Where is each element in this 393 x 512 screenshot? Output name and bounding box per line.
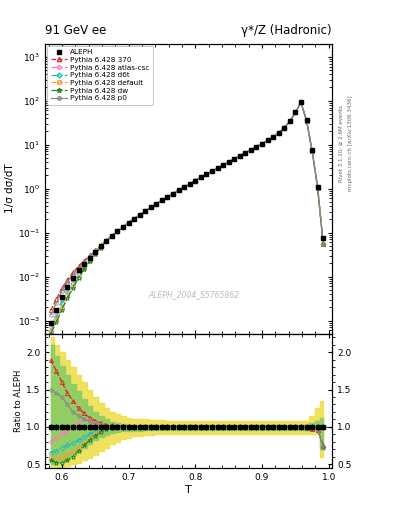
ALEPH — [182, 184, 187, 190]
ALEPH — [288, 118, 292, 124]
ALEPH — [121, 224, 125, 230]
ALEPH — [160, 197, 164, 203]
ALEPH — [115, 228, 120, 234]
ALEPH — [243, 150, 248, 156]
Y-axis label: Ratio to ALEPH: Ratio to ALEPH — [14, 370, 23, 432]
ALEPH — [254, 143, 259, 150]
ALEPH — [265, 137, 270, 143]
ALEPH — [271, 134, 275, 140]
ALEPH — [98, 243, 103, 249]
X-axis label: T: T — [185, 485, 192, 495]
ALEPH — [299, 99, 303, 105]
ALEPH — [59, 294, 64, 300]
ALEPH — [87, 254, 92, 261]
ALEPH — [132, 216, 136, 222]
ALEPH — [237, 153, 242, 159]
ALEPH — [165, 194, 170, 200]
Text: 91 GeV ee: 91 GeV ee — [45, 24, 107, 37]
ALEPH — [48, 319, 53, 326]
ALEPH — [176, 187, 181, 194]
ALEPH — [65, 284, 70, 290]
ALEPH — [310, 147, 314, 153]
ALEPH — [315, 184, 320, 190]
ALEPH — [209, 168, 214, 174]
ALEPH — [221, 162, 226, 168]
ALEPH — [304, 117, 309, 123]
ALEPH — [198, 174, 203, 180]
Legend: ALEPH, Pythia 6.428 370, Pythia 6.428 atlas-csc, Pythia 6.428 d6t, Pythia 6.428 : ALEPH, Pythia 6.428 370, Pythia 6.428 at… — [48, 46, 153, 105]
Line: ALEPH: ALEPH — [49, 100, 325, 325]
ALEPH — [260, 140, 264, 146]
Text: γ*/Z (Hadronic): γ*/Z (Hadronic) — [241, 24, 332, 37]
ALEPH — [293, 110, 298, 116]
ALEPH — [126, 220, 131, 226]
ALEPH — [149, 204, 153, 210]
Y-axis label: 1/σ dσ/dT: 1/σ dσ/dT — [5, 164, 15, 214]
ALEPH — [93, 249, 97, 255]
ALEPH — [215, 165, 220, 171]
ALEPH — [54, 307, 59, 313]
Text: Rivet 3.1.10; ≥ 2.6M events: Rivet 3.1.10; ≥ 2.6M events — [339, 105, 344, 182]
ALEPH — [276, 130, 281, 136]
Text: ALEPH_2004_S5765862: ALEPH_2004_S5765862 — [149, 290, 240, 299]
ALEPH — [154, 201, 159, 207]
ALEPH — [193, 178, 198, 184]
ALEPH — [104, 238, 109, 244]
Text: mcplots.cern.ch [arXiv:1306.3436]: mcplots.cern.ch [arXiv:1306.3436] — [348, 96, 353, 191]
ALEPH — [226, 159, 231, 165]
ALEPH — [71, 275, 75, 281]
ALEPH — [232, 156, 237, 162]
ALEPH — [321, 235, 325, 241]
ALEPH — [171, 190, 175, 197]
ALEPH — [248, 146, 253, 153]
ALEPH — [138, 212, 142, 218]
ALEPH — [76, 267, 81, 273]
ALEPH — [282, 124, 286, 131]
ALEPH — [187, 181, 192, 187]
ALEPH — [82, 261, 86, 267]
ALEPH — [204, 171, 209, 177]
ALEPH — [110, 233, 114, 239]
ALEPH — [143, 208, 148, 214]
